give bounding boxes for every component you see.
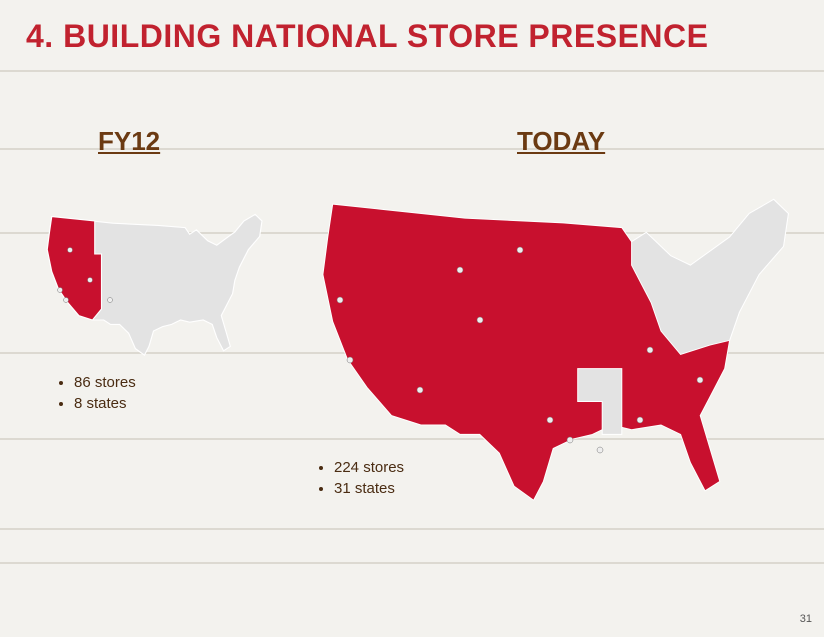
today-map bbox=[323, 199, 789, 500]
page-number: 31 bbox=[799, 613, 812, 625]
title: 4. BUILDING NATIONAL STORE PRESENCE bbox=[26, 18, 709, 54]
bullet-list: 86 stores 8 states bbox=[56, 372, 136, 414]
bullet: 86 stores bbox=[74, 372, 136, 393]
panel-heading: FY12 bbox=[98, 126, 161, 156]
bullet: 31 states bbox=[334, 478, 404, 499]
bullet-list: 224 stores 31 states bbox=[316, 457, 404, 499]
store-markers bbox=[57, 246, 704, 454]
panel-heading: TODAY bbox=[517, 126, 606, 156]
plank bbox=[0, 148, 824, 150]
bullet: 224 stores bbox=[334, 457, 404, 478]
bullet: 8 states bbox=[74, 393, 136, 414]
fy12-map bbox=[46, 213, 264, 357]
plank bbox=[0, 562, 824, 564]
plank bbox=[0, 70, 824, 72]
plank bbox=[0, 438, 824, 440]
plank bbox=[0, 528, 824, 530]
